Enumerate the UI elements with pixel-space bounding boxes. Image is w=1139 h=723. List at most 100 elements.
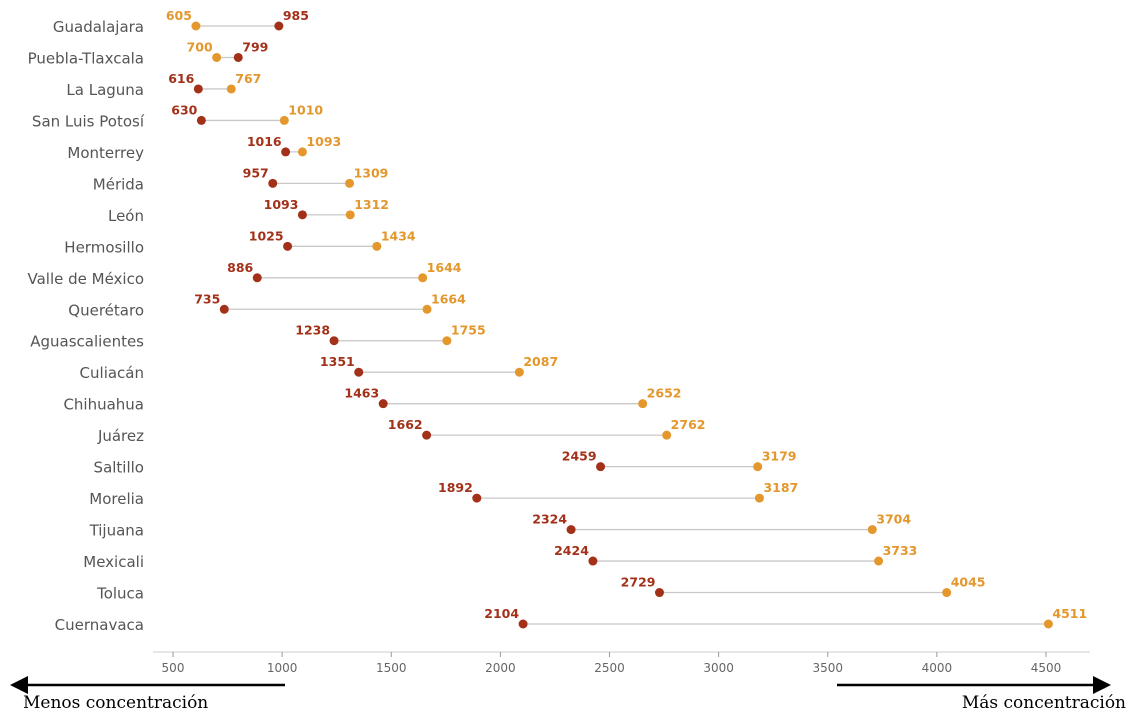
series_b-point bbox=[662, 430, 672, 440]
series_a-point bbox=[219, 304, 229, 314]
series_a-point bbox=[297, 210, 307, 220]
series_a-value-label: 886 bbox=[227, 260, 253, 275]
x-tick-label: 4500 bbox=[1031, 661, 1062, 675]
series_a-point bbox=[422, 430, 432, 440]
series_a-value-label: 1093 bbox=[264, 197, 299, 212]
series_b-value-label: 4045 bbox=[951, 575, 986, 590]
series_b-point bbox=[874, 556, 884, 566]
series_b-value-label: 1093 bbox=[306, 134, 341, 149]
series_a-value-label: 1662 bbox=[388, 417, 423, 432]
series_b-value-label: 2762 bbox=[671, 417, 706, 432]
category-label: Juárez bbox=[97, 427, 144, 445]
series_a-value-label: 1351 bbox=[320, 354, 355, 369]
series_b-point bbox=[638, 399, 648, 409]
category-label: San Luis Potosí bbox=[32, 112, 145, 130]
series_b-point bbox=[297, 147, 307, 157]
series_a-value-label: 957 bbox=[243, 165, 269, 180]
series_b-point bbox=[212, 52, 222, 62]
series_b-point bbox=[422, 304, 432, 314]
series_b-value-label: 3179 bbox=[762, 449, 797, 464]
x-tick-label: 500 bbox=[162, 661, 185, 675]
category-label: Saltillo bbox=[94, 459, 144, 477]
series_a-point bbox=[518, 619, 528, 629]
series_a-value-label: 2459 bbox=[562, 449, 597, 464]
category-label: Monterrey bbox=[67, 144, 144, 162]
category-label: Mérida bbox=[93, 175, 144, 193]
series_b-point bbox=[191, 21, 201, 31]
series_b-value-label: 700 bbox=[187, 39, 213, 54]
series_b-value-label: 3187 bbox=[763, 480, 798, 495]
x-tick-label: 3500 bbox=[812, 661, 843, 675]
series_a-point bbox=[596, 462, 606, 472]
series_a-value-label: 1016 bbox=[247, 134, 282, 149]
series_b-point bbox=[754, 493, 764, 503]
series_a-point bbox=[566, 525, 576, 535]
series_a-point bbox=[654, 588, 664, 598]
series_b-point bbox=[372, 241, 382, 251]
right-annotation: Más concentración bbox=[961, 693, 1126, 713]
series_a-value-label: 616 bbox=[168, 71, 194, 86]
category-label: Tijuana bbox=[89, 522, 144, 540]
series_a-point bbox=[233, 52, 243, 62]
left-arrow-icon bbox=[10, 676, 28, 694]
series_b-point bbox=[279, 115, 289, 125]
category-label: Guadalajara bbox=[53, 18, 144, 36]
series_a-point bbox=[274, 21, 284, 31]
series_b-value-label: 767 bbox=[235, 71, 261, 86]
series_a-value-label: 799 bbox=[242, 39, 268, 54]
series_a-value-label: 1238 bbox=[295, 323, 330, 338]
category-label: Toluca bbox=[96, 585, 144, 603]
series_a-point bbox=[268, 178, 278, 188]
series_a-value-label: 735 bbox=[194, 291, 220, 306]
category-label: Mexicali bbox=[83, 553, 144, 571]
series_a-value-label: 1463 bbox=[344, 386, 379, 401]
right-arrow-icon bbox=[1093, 676, 1111, 694]
series_a-point bbox=[252, 273, 262, 283]
category-label: La Laguna bbox=[66, 81, 144, 99]
series_b-point bbox=[1043, 619, 1053, 629]
category-label: Puebla-Tlaxcala bbox=[28, 49, 144, 67]
series_a-value-label: 1892 bbox=[438, 480, 473, 495]
series_b-value-label: 2652 bbox=[647, 386, 682, 401]
series_b-value-label: 1644 bbox=[427, 260, 462, 275]
series_b-point bbox=[442, 336, 452, 346]
category-label: Hermosillo bbox=[64, 238, 144, 256]
series_a-value-label: 2729 bbox=[621, 575, 656, 590]
series_a-point bbox=[329, 336, 339, 346]
series_a-point bbox=[354, 367, 364, 377]
series_b-value-label: 1434 bbox=[381, 228, 416, 243]
series_b-point bbox=[226, 84, 236, 94]
series_b-value-label: 3704 bbox=[876, 512, 911, 527]
x-tick-label: 3000 bbox=[703, 661, 734, 675]
x-tick-label: 1000 bbox=[267, 661, 298, 675]
series_b-point bbox=[514, 367, 524, 377]
category-label: Aguascalientes bbox=[30, 333, 144, 351]
series_b-value-label: 605 bbox=[166, 8, 192, 23]
series_a-value-label: 2424 bbox=[554, 543, 589, 558]
category-label: Culiacán bbox=[80, 364, 144, 382]
series_a-point bbox=[472, 493, 482, 503]
series_b-point bbox=[345, 178, 355, 188]
series_b-point bbox=[753, 462, 763, 472]
series_b-point bbox=[942, 588, 952, 598]
series_a-value-label: 2104 bbox=[484, 606, 519, 621]
series_a-point bbox=[378, 399, 388, 409]
series_a-value-label: 985 bbox=[283, 8, 309, 23]
series_a-point bbox=[196, 115, 206, 125]
series_a-point bbox=[283, 241, 293, 251]
category-label: Valle de México bbox=[27, 270, 144, 288]
category-label: Querétaro bbox=[68, 301, 144, 319]
series_b-value-label: 2087 bbox=[523, 354, 558, 369]
series_b-value-label: 1010 bbox=[288, 102, 323, 117]
series_b-point bbox=[345, 210, 355, 220]
series_b-point bbox=[867, 525, 877, 535]
left-annotation: Menos concentración bbox=[23, 693, 209, 713]
category-label: Chihuahua bbox=[63, 396, 144, 414]
series_a-point bbox=[588, 556, 598, 566]
series_b-point bbox=[418, 273, 428, 283]
series_b-value-label: 1755 bbox=[451, 323, 486, 338]
series_b-value-label: 1664 bbox=[431, 291, 466, 306]
series_a-value-label: 630 bbox=[171, 102, 197, 117]
series_a-value-label: 2324 bbox=[532, 512, 567, 527]
